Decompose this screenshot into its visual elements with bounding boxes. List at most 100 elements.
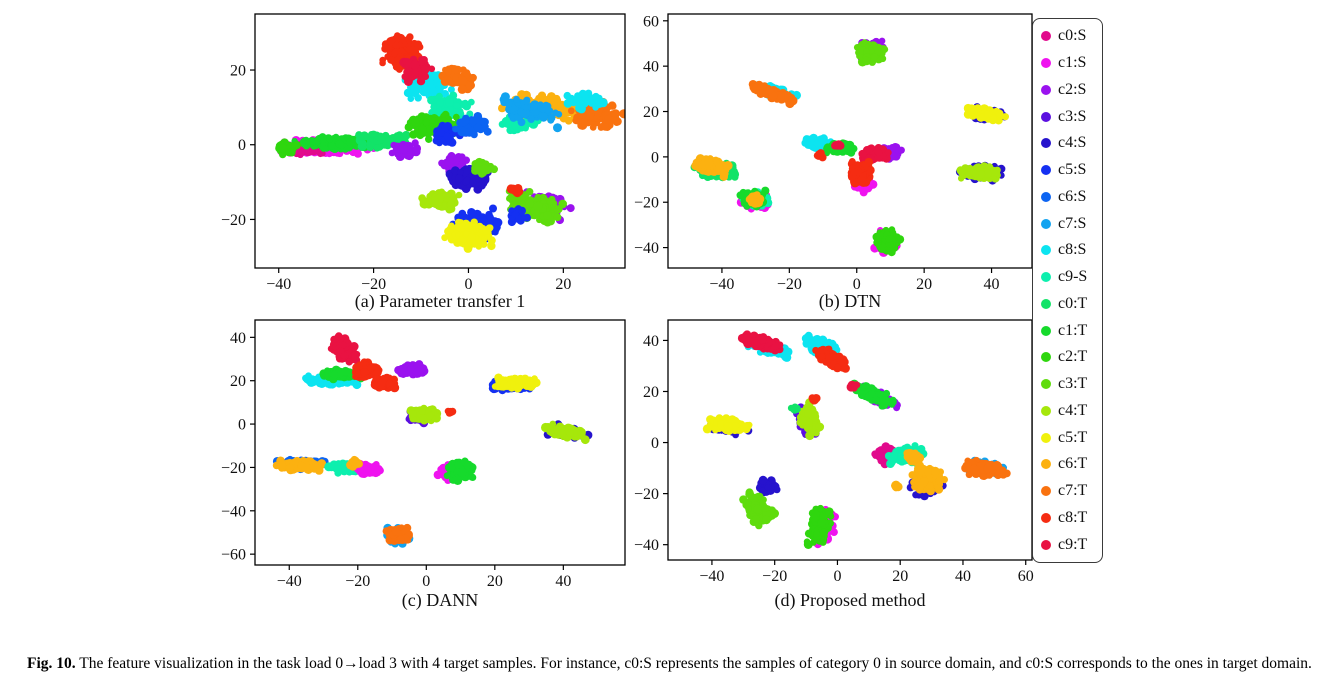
legend-marker-dot	[1041, 379, 1051, 390]
legend-item: c1:S	[1041, 54, 1102, 72]
legend-marker-dot	[1041, 405, 1051, 416]
x-tick-label: 0	[833, 568, 841, 585]
subplot-a-caption: (a) Parameter transfer 1	[354, 291, 526, 311]
x-tick-label: 60	[1018, 568, 1034, 585]
legend-marker-dot	[1041, 352, 1051, 363]
y-tick-label: 20	[230, 63, 246, 80]
legend-item-label: c7:T	[1058, 482, 1088, 500]
legend-item-label: c3:T	[1058, 375, 1088, 393]
legend-item: c2:S	[1041, 80, 1102, 98]
y-tick-label: 20	[643, 384, 659, 401]
legend-marker-dot	[1041, 539, 1051, 550]
legend-item-label: c2:S	[1058, 80, 1087, 98]
x-tick-label: 40	[955, 568, 971, 585]
legend-marker-dot	[1041, 486, 1051, 497]
x-tick-label: 20	[892, 568, 908, 585]
scatter-points	[275, 32, 625, 253]
y-tick-label: 60	[643, 13, 659, 30]
subplot-d-caption: (d) Proposed method	[774, 590, 926, 610]
x-tick-label: −20	[345, 573, 370, 590]
y-tick-label: −40	[634, 240, 659, 257]
plots-canvas: −40 −20 0 20 −20 0 20 −40 −20 0 20 40 −40 −20 0 20 40 60 −…	[221, 13, 1034, 590]
figure-caption: Fig. 10. The feature visualization in th…	[27, 653, 1319, 674]
y-tick-label: 40	[230, 330, 246, 347]
legend-item-label: c3:S	[1058, 107, 1087, 125]
x-tick-label: 20	[916, 276, 932, 293]
legend-marker-dot	[1041, 218, 1051, 229]
subplot-b-caption: (b) DTN	[818, 291, 882, 311]
legend-item: c4:S	[1041, 134, 1102, 152]
subplot-c: −40 −20 0 20 40 −60 −40 −20 0 20 40	[221, 319, 626, 590]
legend-item: c8:S	[1041, 241, 1102, 259]
x-tick-label: −40	[699, 568, 724, 585]
legend-item: c5:T	[1041, 429, 1102, 446]
x-tick-label: −20	[762, 568, 787, 585]
x-tick-label: 0	[853, 276, 861, 293]
y-tick-label: 20	[230, 373, 246, 390]
x-tick-label: 20	[487, 573, 503, 590]
scatter-points	[690, 37, 1010, 257]
y-tick-label: 0	[238, 417, 246, 434]
axes-frame	[254, 319, 626, 566]
axes-frame	[667, 319, 1033, 561]
legend-item: c4:T	[1041, 401, 1102, 419]
legend-marker-dot	[1041, 111, 1051, 122]
legend-item-label: c6:S	[1058, 187, 1087, 205]
legend-marker-dot	[1041, 191, 1051, 202]
legend-item: c1:T	[1041, 321, 1102, 339]
y-tick-label: −40	[634, 537, 659, 554]
legend-item-label: c4:S	[1058, 134, 1087, 152]
y-tick-label: 40	[643, 59, 659, 76]
legend-item-label: c2:T	[1058, 348, 1088, 366]
y-tick-label: −60	[221, 547, 246, 564]
legend-marker-dot	[1041, 325, 1051, 336]
legend-item: c3:T	[1041, 375, 1102, 393]
legend-marker-dot	[1041, 165, 1051, 176]
legend-marker-dot	[1041, 272, 1051, 283]
legend-item: c0:S	[1041, 27, 1102, 45]
legend-item-label: c1:T	[1058, 321, 1088, 339]
legend-item: c5:S	[1041, 161, 1102, 178]
subplot-b: −40 −20 0 20 40 −40 −20 0 20 40 60	[634, 13, 1033, 293]
subplot-c-caption: (c) DANN	[401, 590, 479, 610]
legend-marker-dot	[1041, 138, 1051, 149]
legend-item: c7:T	[1041, 482, 1102, 500]
legend-item: c8:T	[1041, 509, 1102, 526]
legend-item-label: c0:S	[1058, 27, 1087, 45]
scatter-points	[272, 332, 593, 548]
legend-item-label: c8:S	[1058, 241, 1087, 259]
y-tick-label: 40	[643, 333, 659, 350]
subplot-d: −40 −20 0 20 40 60 −40 −20 0 20 40	[634, 319, 1034, 585]
y-tick-label: −40	[221, 503, 246, 520]
legend-item: c7:S	[1041, 214, 1102, 232]
legend-item-label: c7:S	[1058, 214, 1087, 232]
legend-item-label: c9-S	[1058, 268, 1088, 286]
x-tick-label: 40	[984, 276, 1000, 293]
legend-item: c9-S	[1041, 268, 1102, 286]
legend-marker-dot	[1041, 31, 1051, 42]
x-tick-label: 0	[422, 573, 430, 590]
figure-caption-text: The feature visualization in the task lo…	[79, 654, 1312, 672]
y-tick-label: 20	[643, 104, 659, 121]
x-tick-label: −20	[777, 276, 802, 293]
legend-item: c6:T	[1041, 455, 1102, 472]
legend-item: c2:T	[1041, 348, 1102, 366]
y-tick-label: −20	[634, 195, 659, 212]
legend-item-label: c4:T	[1058, 401, 1088, 419]
legend-marker-dot	[1041, 245, 1051, 256]
legend-item: c9:T	[1041, 536, 1102, 553]
legend-marker-dot	[1041, 459, 1051, 470]
y-tick-label: 0	[238, 137, 246, 154]
x-tick-label: −20	[361, 276, 386, 293]
x-tick-label: −40	[709, 276, 734, 293]
legend-marker-dot	[1041, 58, 1051, 69]
legend-marker-dot	[1041, 512, 1051, 523]
legend-item-label: c1:S	[1058, 54, 1087, 72]
legend-marker-dot	[1041, 84, 1051, 95]
y-tick-label: −20	[634, 486, 659, 503]
legend-item: c3:S	[1041, 107, 1102, 125]
subplot-a: −40 −20 0 20 −20 0 20	[221, 13, 626, 293]
legend-item: c0:T	[1041, 295, 1102, 312]
axes-frame	[254, 13, 626, 269]
